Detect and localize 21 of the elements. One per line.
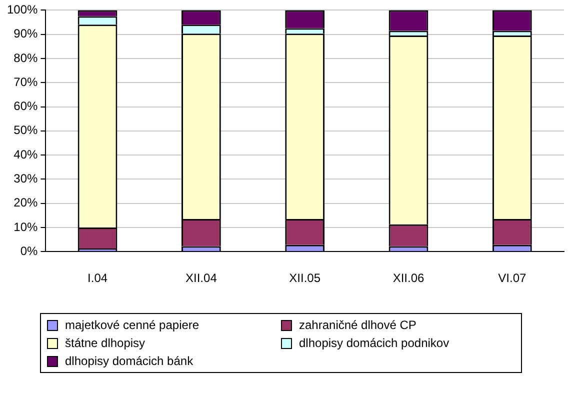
y-tick-label: 100% [6,2,38,17]
y-tick-label: 80% [14,50,38,65]
y-tick-label: 60% [14,99,38,114]
legend-label: štátne dlhopisy [64,336,146,350]
x-tick-label: XII.05 [289,271,321,286]
legend-label: majetkové cenné papiere [64,318,200,332]
y-tick-label: 30% [14,171,38,186]
y-tick-label: 10% [14,220,38,234]
y-tick-label: 0% [20,244,38,258]
legend-label: dlhopisy domácich podnikov [298,336,450,350]
x-tick-label: I.04 [88,271,108,286]
y-tick-label: 40% [14,147,38,162]
y-tick-label: 20% [14,196,38,210]
legend-label: zahraničné dlhové CP [298,318,418,332]
y-tick-label: 90% [14,26,38,41]
y-tick-label: 50% [14,123,38,138]
x-tick-label: VI.07 [498,271,526,286]
x-tick-label: XII.06 [392,271,425,286]
x-tick-label: XII.04 [186,271,218,286]
legend-label: dlhopisy domácich bánk [64,354,194,368]
y-tick-label: 70% [14,74,38,89]
